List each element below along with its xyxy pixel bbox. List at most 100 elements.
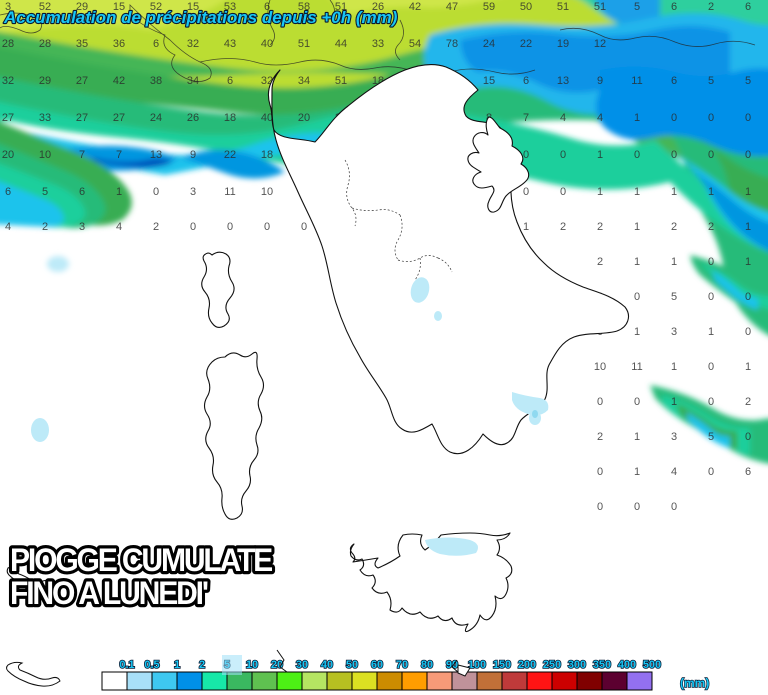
svg-text:350: 350: [593, 659, 611, 671]
svg-text:0: 0: [560, 149, 566, 161]
svg-text:78: 78: [446, 38, 458, 50]
svg-text:12: 12: [594, 38, 606, 50]
svg-text:400: 400: [618, 659, 636, 671]
svg-text:0: 0: [301, 221, 307, 233]
svg-text:33: 33: [39, 112, 51, 124]
svg-text:20: 20: [2, 149, 14, 161]
svg-text:0: 0: [708, 466, 714, 478]
svg-text:0: 0: [671, 112, 677, 124]
svg-text:18: 18: [224, 112, 236, 124]
svg-text:26: 26: [187, 112, 199, 124]
svg-text:1: 1: [634, 431, 640, 443]
svg-text:6: 6: [79, 186, 85, 198]
svg-text:1: 1: [634, 256, 640, 268]
svg-text:44: 44: [335, 38, 347, 50]
svg-text:150: 150: [493, 659, 511, 671]
svg-text:0: 0: [745, 112, 751, 124]
svg-text:1: 1: [745, 361, 751, 373]
svg-text:10: 10: [246, 659, 258, 671]
svg-text:2: 2: [560, 221, 566, 233]
svg-text:0: 0: [708, 149, 714, 161]
svg-text:2: 2: [597, 256, 603, 268]
svg-text:4: 4: [597, 112, 603, 124]
svg-text:1: 1: [597, 186, 603, 198]
svg-text:51: 51: [557, 1, 569, 13]
svg-text:6: 6: [671, 1, 677, 13]
svg-text:0: 0: [708, 396, 714, 408]
svg-text:1: 1: [745, 186, 751, 198]
svg-text:47: 47: [446, 1, 458, 13]
svg-text:0: 0: [523, 149, 529, 161]
svg-text:0: 0: [190, 221, 196, 233]
svg-text:19: 19: [557, 38, 569, 50]
svg-text:28: 28: [2, 38, 14, 50]
svg-text:43: 43: [224, 38, 236, 50]
svg-text:1: 1: [671, 361, 677, 373]
svg-text:2: 2: [745, 396, 751, 408]
svg-text:5: 5: [708, 75, 714, 87]
svg-text:2: 2: [708, 1, 714, 13]
svg-text:9: 9: [190, 149, 196, 161]
svg-text:1: 1: [634, 186, 640, 198]
svg-text:0.1: 0.1: [119, 659, 134, 671]
svg-text:0: 0: [745, 291, 751, 303]
svg-text:0: 0: [671, 149, 677, 161]
svg-text:2: 2: [708, 221, 714, 233]
svg-text:18: 18: [261, 149, 273, 161]
svg-text:38: 38: [150, 75, 162, 87]
svg-text:59: 59: [483, 1, 495, 13]
svg-text:1: 1: [597, 149, 603, 161]
svg-text:60: 60: [371, 659, 383, 671]
svg-text:1: 1: [116, 186, 122, 198]
svg-text:PIOGGE CUMULATE: PIOGGE CUMULATE: [10, 542, 273, 578]
svg-text:13: 13: [150, 149, 162, 161]
svg-text:0: 0: [708, 361, 714, 373]
svg-text:10: 10: [261, 186, 273, 198]
svg-text:32: 32: [2, 75, 14, 87]
svg-text:6: 6: [523, 75, 529, 87]
svg-text:4: 4: [671, 466, 677, 478]
svg-text:5: 5: [634, 1, 640, 13]
svg-text:2: 2: [199, 659, 205, 671]
svg-text:70: 70: [396, 659, 408, 671]
svg-text:6: 6: [5, 186, 11, 198]
svg-text:1: 1: [634, 466, 640, 478]
svg-text:Accumulation de précipitations: Accumulation de précipitations depuis +0…: [3, 8, 398, 27]
svg-text:2: 2: [671, 221, 677, 233]
svg-text:6: 6: [745, 466, 751, 478]
svg-text:50: 50: [346, 659, 358, 671]
svg-text:51: 51: [298, 38, 310, 50]
svg-text:27: 27: [113, 112, 125, 124]
svg-text:5: 5: [671, 291, 677, 303]
svg-text:1: 1: [708, 186, 714, 198]
svg-text:6: 6: [227, 75, 233, 87]
svg-text:15: 15: [483, 75, 495, 87]
svg-text:51: 51: [594, 1, 606, 13]
svg-text:5: 5: [42, 186, 48, 198]
svg-text:1: 1: [671, 186, 677, 198]
svg-text:20: 20: [298, 112, 310, 124]
svg-text:33: 33: [372, 38, 384, 50]
svg-text:1: 1: [634, 326, 640, 338]
svg-text:50: 50: [520, 1, 532, 13]
svg-text:(mm): (mm): [680, 676, 709, 690]
svg-text:40: 40: [321, 659, 333, 671]
svg-text:0: 0: [745, 326, 751, 338]
svg-text:2: 2: [42, 221, 48, 233]
svg-text:100: 100: [468, 659, 486, 671]
svg-text:13: 13: [557, 75, 569, 87]
svg-text:0: 0: [634, 396, 640, 408]
svg-text:54: 54: [409, 38, 421, 50]
svg-text:0: 0: [560, 186, 566, 198]
svg-text:22: 22: [224, 149, 236, 161]
svg-text:7: 7: [116, 149, 122, 161]
svg-text:0: 0: [708, 256, 714, 268]
svg-text:0: 0: [523, 186, 529, 198]
svg-text:3: 3: [671, 326, 677, 338]
svg-text:6: 6: [671, 75, 677, 87]
svg-text:10: 10: [594, 361, 606, 373]
svg-text:4: 4: [5, 221, 11, 233]
svg-text:4: 4: [560, 112, 566, 124]
svg-text:1: 1: [671, 396, 677, 408]
svg-text:0: 0: [634, 149, 640, 161]
